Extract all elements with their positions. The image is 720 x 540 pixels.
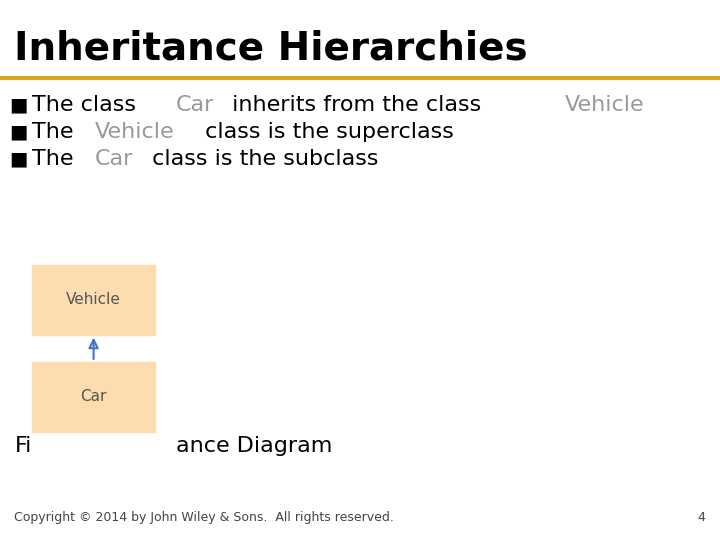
Text: Car: Car [95,149,133,170]
Text: Car: Car [176,95,214,116]
Text: ■: ■ [9,150,27,169]
Text: inherits from the class: inherits from the class [225,95,489,116]
Text: The class: The class [32,95,143,116]
Text: The: The [32,122,81,143]
Text: 4: 4 [698,511,706,524]
FancyBboxPatch shape [32,362,155,432]
Text: Vehicle: Vehicle [565,95,645,116]
Text: ■: ■ [9,123,27,142]
Text: class is the superclass: class is the superclass [198,122,454,143]
Text: Copyright © 2014 by John Wiley & Sons.  All rights reserved.: Copyright © 2014 by John Wiley & Sons. A… [14,511,395,524]
Text: The: The [32,149,81,170]
Text: ance Diagram: ance Diagram [176,435,333,456]
Text: Fi: Fi [14,435,32,456]
Text: Inheritance Hierarchies: Inheritance Hierarchies [14,30,528,68]
Text: Vehicle: Vehicle [95,122,175,143]
Text: class is the subclass: class is the subclass [145,149,378,170]
FancyBboxPatch shape [32,265,155,335]
Text: Car: Car [81,389,107,404]
Text: ■: ■ [9,96,27,115]
Text: Vehicle: Vehicle [66,292,121,307]
